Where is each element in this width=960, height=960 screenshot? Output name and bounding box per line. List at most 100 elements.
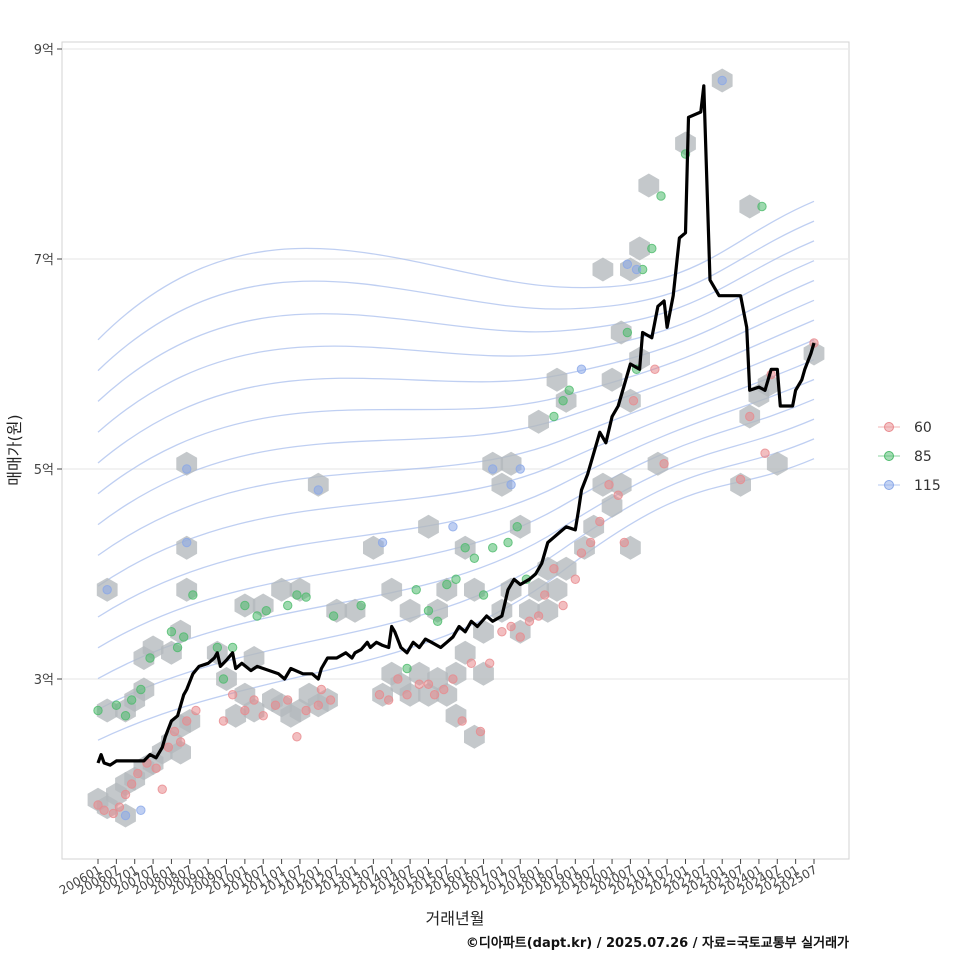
hexbin-cell bbox=[307, 472, 329, 497]
density-contour-line bbox=[97, 260, 815, 433]
hexbin-cell bbox=[647, 451, 669, 476]
scatter-point-115 bbox=[488, 464, 498, 474]
scatter-point-85 bbox=[328, 611, 339, 621]
scatter-point-85 bbox=[111, 700, 122, 710]
density-contour-line bbox=[97, 220, 815, 372]
scatter-point-85 bbox=[283, 600, 293, 611]
legend-label: 115 bbox=[914, 478, 941, 494]
median-trend-line bbox=[96, 84, 816, 767]
scatter-point-85 bbox=[503, 537, 513, 548]
density-contour-line bbox=[97, 279, 815, 464]
hexbin-cell bbox=[555, 556, 577, 581]
scatter-point-85 bbox=[647, 243, 657, 254]
scatter-point-60 bbox=[604, 480, 614, 490]
hexbin-cell bbox=[176, 535, 198, 560]
scatter-point-60 bbox=[506, 621, 516, 632]
scatter-point-60 bbox=[760, 448, 770, 458]
scatter-point-60 bbox=[628, 396, 639, 406]
scatter-point-60 bbox=[383, 695, 394, 705]
scatter-point-85 bbox=[218, 674, 229, 684]
scatter-point-85 bbox=[126, 695, 137, 705]
scatter-point-60 bbox=[126, 779, 137, 789]
legend: 60 85 115 bbox=[878, 420, 941, 494]
hexbin-cell bbox=[610, 320, 632, 345]
x-axis-title: 거래년월 bbox=[426, 909, 485, 928]
density-contour-line bbox=[97, 359, 815, 587]
scatter-point-60 bbox=[423, 679, 434, 689]
hexbin-cell bbox=[675, 131, 696, 156]
hexbin-cell bbox=[638, 173, 660, 198]
scatter-point-115 bbox=[576, 364, 587, 374]
scatter-point-60 bbox=[613, 490, 623, 500]
y-tick-label: 7억 bbox=[34, 253, 54, 268]
density-contour-line bbox=[97, 378, 815, 618]
scatter-point-85 bbox=[178, 632, 189, 642]
scatter-point-115 bbox=[102, 585, 112, 595]
scatter-point-60 bbox=[374, 690, 385, 700]
legend-label: 85 bbox=[914, 449, 932, 465]
legend-key-point bbox=[884, 451, 894, 461]
scatter-point-85 bbox=[564, 385, 574, 395]
scatter-point-60 bbox=[169, 726, 180, 737]
density-contour-line bbox=[97, 240, 815, 402]
scatter-point-60 bbox=[163, 742, 174, 752]
scatter-point-60 bbox=[108, 808, 118, 819]
y-tick-label: 5억 bbox=[34, 463, 54, 478]
scatter-point-85 bbox=[757, 201, 767, 212]
scatter-point-85 bbox=[549, 411, 559, 422]
scatter-point-60 bbox=[313, 700, 324, 710]
scatter-point-60 bbox=[549, 564, 559, 574]
scatter-point-60 bbox=[484, 658, 495, 668]
scatter-point-85 bbox=[93, 705, 103, 716]
scatter-point-115 bbox=[313, 485, 324, 495]
legend-key-point bbox=[884, 422, 894, 432]
scatter-point-85 bbox=[252, 611, 262, 621]
hexbin-cell bbox=[142, 635, 164, 660]
scatter-point-60 bbox=[191, 705, 201, 716]
hexbin-cell bbox=[730, 472, 751, 497]
hexbin-cell bbox=[408, 661, 430, 686]
scatter-point-85 bbox=[622, 327, 633, 338]
scatter-point-60 bbox=[218, 716, 229, 726]
y-axis: 3억 5억 7억 9억 bbox=[34, 43, 62, 688]
scatter-point-85 bbox=[292, 590, 302, 600]
scatter-point-85 bbox=[120, 711, 131, 721]
scatter-point-60 bbox=[301, 705, 311, 716]
density-contour-line bbox=[97, 418, 815, 680]
scatter-point-60 bbox=[99, 805, 109, 815]
hexbin-cell bbox=[546, 367, 568, 392]
scatter-point-115 bbox=[448, 522, 458, 532]
y-tick-label: 3억 bbox=[34, 673, 54, 688]
scatter-point-60 bbox=[414, 679, 424, 689]
hexbin-cell bbox=[546, 577, 568, 602]
scatter-point-60 bbox=[292, 732, 302, 742]
scatter-point-60 bbox=[439, 684, 449, 695]
scatter-point-60 bbox=[157, 784, 167, 794]
scatter-point-60 bbox=[182, 716, 192, 726]
scatter-point-60 bbox=[595, 516, 605, 527]
scatter-point-85 bbox=[512, 522, 522, 532]
hexbin-cell bbox=[592, 257, 614, 282]
scatter-point-60 bbox=[650, 364, 660, 374]
scatter-point-60 bbox=[448, 674, 458, 684]
scatter-point-85 bbox=[227, 642, 238, 653]
scatter-points bbox=[93, 75, 819, 821]
scatter-point-60 bbox=[429, 690, 440, 700]
scatter-point-85 bbox=[240, 600, 250, 611]
scatter-point-60 bbox=[151, 763, 161, 773]
scatter-point-115 bbox=[120, 810, 131, 821]
scatter-point-85 bbox=[301, 592, 311, 602]
scatter-point-85 bbox=[478, 590, 489, 600]
y-tick-label: 9억 bbox=[34, 43, 54, 58]
scatter-point-115 bbox=[377, 537, 388, 548]
hexbin-cell bbox=[601, 367, 623, 392]
density-contour-line bbox=[97, 299, 815, 495]
scatter-point-115 bbox=[717, 75, 727, 86]
scatter-point-85 bbox=[402, 663, 412, 674]
legend-key-point bbox=[884, 480, 894, 490]
scatter-point-115 bbox=[182, 464, 192, 474]
hexbin-cell bbox=[528, 409, 549, 434]
scatter-point-85 bbox=[212, 642, 223, 653]
scatter-point-60 bbox=[283, 695, 293, 705]
